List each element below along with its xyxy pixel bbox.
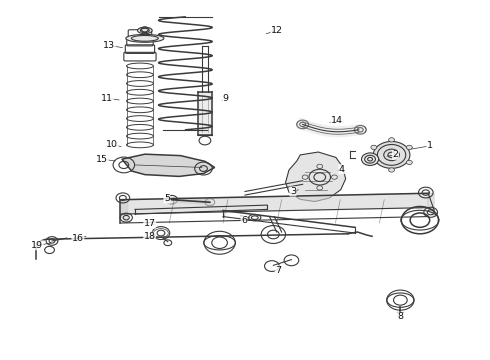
Polygon shape (286, 152, 345, 202)
Circle shape (371, 145, 377, 149)
Text: 9: 9 (222, 94, 228, 103)
Text: 10: 10 (106, 140, 118, 149)
Text: 1: 1 (427, 141, 433, 150)
Polygon shape (428, 193, 434, 217)
Text: 12: 12 (271, 26, 283, 35)
Text: 17: 17 (144, 219, 156, 228)
Polygon shape (121, 200, 128, 223)
Ellipse shape (362, 153, 379, 166)
Text: 14: 14 (331, 116, 343, 125)
Text: 4: 4 (339, 165, 345, 174)
Circle shape (389, 138, 394, 142)
Text: 6: 6 (241, 216, 247, 225)
Polygon shape (122, 154, 215, 176)
Circle shape (371, 160, 377, 165)
Ellipse shape (138, 27, 152, 34)
Text: 13: 13 (103, 41, 115, 50)
Circle shape (406, 145, 412, 149)
Ellipse shape (126, 35, 164, 42)
Ellipse shape (373, 141, 410, 168)
Text: 11: 11 (101, 94, 113, 103)
Text: 19: 19 (31, 241, 43, 250)
Text: 2: 2 (392, 150, 398, 159)
Text: 8: 8 (397, 312, 403, 321)
Text: 5: 5 (164, 194, 170, 203)
Polygon shape (169, 197, 212, 205)
Circle shape (389, 168, 394, 172)
Text: 18: 18 (144, 232, 156, 241)
Text: 16: 16 (72, 234, 84, 243)
Text: 7: 7 (275, 266, 281, 275)
Text: 15: 15 (97, 155, 108, 164)
Circle shape (406, 160, 412, 165)
Text: 3: 3 (290, 187, 296, 196)
Polygon shape (121, 193, 428, 214)
